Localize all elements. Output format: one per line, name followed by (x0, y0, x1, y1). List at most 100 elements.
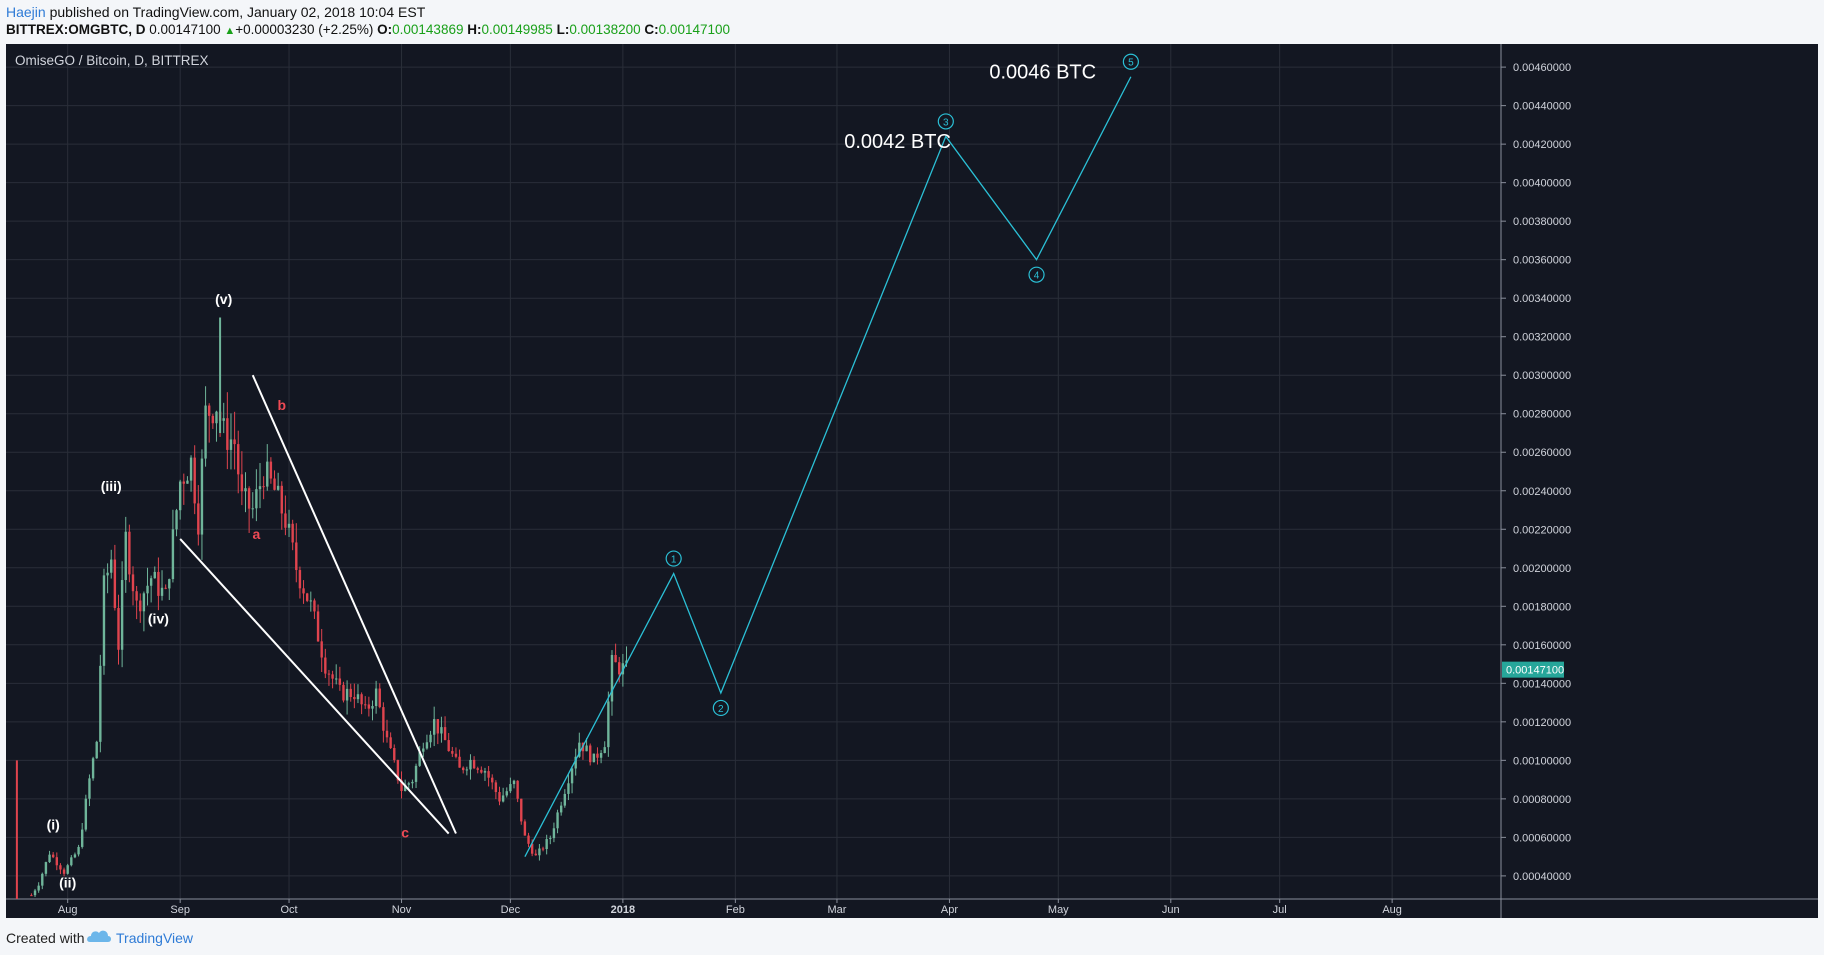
candle-body (411, 781, 414, 784)
low-label: L: (556, 22, 570, 37)
chart-panel[interactable]: 0.00040000 0.00060000 0.00080000 0.00100000… (6, 44, 1818, 918)
candle-body (48, 854, 51, 863)
candle-body (186, 480, 189, 484)
candle-body (269, 461, 273, 479)
wave-count-marker (665, 550, 682, 567)
candle-body (541, 848, 545, 850)
candle-body (244, 488, 247, 492)
candle-body (523, 821, 527, 836)
candle-body (480, 769, 483, 773)
price-tick-label: 0.00380000 (1513, 216, 1571, 228)
wave-count-label: 1 (671, 555, 677, 566)
candle-body (113, 559, 117, 608)
candle-body (335, 678, 338, 680)
price-tick-label: 0.00120000 (1513, 717, 1571, 729)
candle-body (139, 600, 142, 612)
wave-label: (iv) (148, 611, 169, 627)
date-tick-label: Aug (1382, 904, 1402, 916)
candle-body (429, 734, 432, 743)
candle-body (146, 585, 149, 594)
candle-body (237, 444, 240, 475)
wave-count-marker (1122, 53, 1139, 70)
candle-body (131, 574, 135, 592)
candle-body (454, 753, 458, 757)
price-tick-label: 0.00240000 (1513, 486, 1571, 498)
created-with-text: Created with (6, 930, 85, 946)
candle-body (135, 591, 138, 601)
open-label: O: (377, 22, 393, 37)
candle-body (273, 478, 276, 490)
candle-body (171, 529, 175, 580)
wave-label: b (277, 397, 286, 413)
candle-body (77, 846, 80, 855)
candle-body (124, 531, 127, 581)
candle-body (208, 405, 211, 416)
candle-body (400, 780, 403, 791)
candle-body (574, 756, 577, 769)
candle-body (153, 571, 156, 579)
candle-body (41, 873, 44, 886)
up-arrow-icon: ▲ (224, 25, 236, 37)
candle-body (331, 674, 334, 679)
candle-body (44, 862, 48, 874)
candle-body (389, 737, 392, 749)
candle-body (84, 798, 88, 830)
candle-body (91, 758, 95, 779)
candle-body (168, 579, 171, 589)
candle-body (364, 704, 367, 706)
date-tick-label: Aug (58, 904, 78, 916)
price-tick-label: 0.00040000 (1513, 871, 1571, 883)
candle-body (549, 838, 552, 840)
candle-body (570, 768, 574, 784)
author-link[interactable]: Haejin (6, 4, 46, 20)
candle-body (200, 458, 204, 535)
price-tick-label: 0.00320000 (1513, 332, 1571, 344)
tradingview-link[interactable]: TradingView (116, 930, 194, 946)
target-annotation: 0.0042 BTC (844, 131, 951, 153)
price-tick-label: 0.00140000 (1513, 678, 1571, 690)
candle-body (117, 607, 120, 650)
candle-body (66, 865, 69, 874)
candle-body (516, 780, 519, 799)
open-value: 0.00143869 (392, 22, 464, 37)
wave-label: c (401, 824, 409, 840)
candle-body (280, 485, 283, 514)
price-tick-label: 0.00080000 (1513, 794, 1571, 806)
price-chart[interactable]: 0.00040000 0.00060000 0.00080000 0.00100000… (6, 44, 1818, 918)
candle-body (422, 748, 425, 752)
candle-body (603, 747, 606, 753)
candle-body (284, 513, 287, 528)
wave-count-label: 3 (943, 117, 949, 128)
candle-body (327, 673, 331, 675)
candle-body (538, 848, 541, 856)
candle-body (37, 885, 40, 891)
candle-body (578, 742, 581, 757)
candle-body (393, 748, 396, 761)
candle-body (222, 418, 225, 421)
price-tick-label: 0.00360000 (1513, 255, 1571, 267)
trendline (179, 538, 450, 835)
price-tick-label: 0.00280000 (1513, 409, 1571, 421)
candle-body (356, 694, 360, 700)
candle-body (73, 854, 77, 858)
candle-body (302, 588, 305, 594)
candle-body (509, 784, 512, 792)
candle-body (258, 486, 262, 490)
candle-body (305, 593, 309, 601)
candle-body (472, 759, 476, 769)
candle-body (313, 600, 316, 612)
candle-body (367, 704, 371, 709)
candle-body (342, 684, 345, 701)
candle-body (556, 812, 559, 829)
candle-body (614, 654, 617, 663)
candle-body (345, 688, 349, 701)
last-price: 0.00147100 (149, 22, 221, 37)
date-tick-label: Jul (1273, 904, 1287, 916)
wave-label: (ii) (59, 874, 76, 890)
wave-label: (v) (215, 291, 232, 307)
candle-body (418, 751, 421, 766)
candle-body (262, 486, 265, 488)
candle-body (458, 756, 461, 768)
price-tick-label: 0.00160000 (1513, 640, 1571, 652)
candle-body (545, 839, 548, 850)
